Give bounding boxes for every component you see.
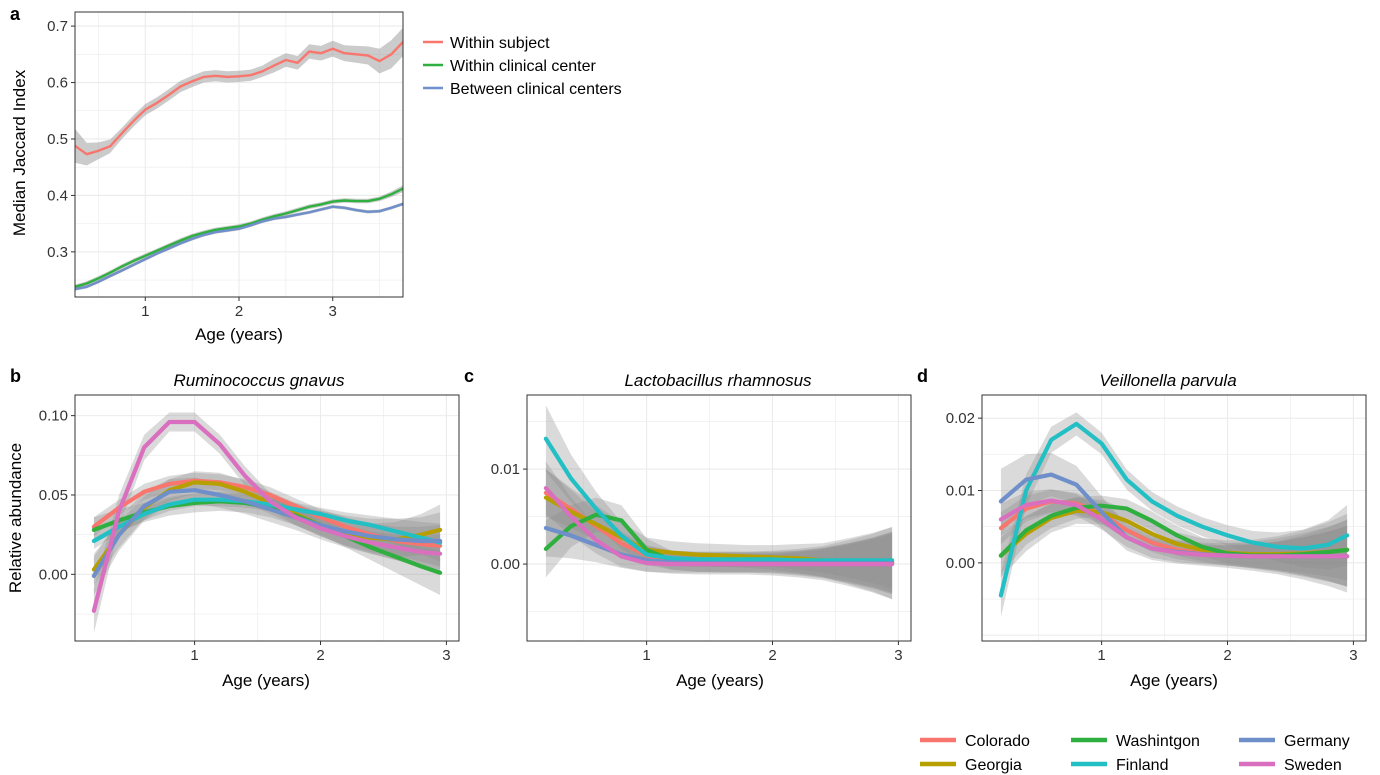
y-tick-label: 0.00 <box>39 566 68 583</box>
x-tick-label: 3 <box>894 647 902 664</box>
x-tick-label: 3 <box>442 647 450 664</box>
y-tick-label: 0.02 <box>946 410 975 427</box>
panel-a-marks <box>75 27 403 291</box>
region-legend-label: Finland <box>1116 757 1168 774</box>
panel-d-border <box>981 394 1367 642</box>
series-line-sweden <box>543 486 895 567</box>
panel-a-grid <box>75 12 403 297</box>
panel-b-marks <box>91 412 443 634</box>
panel-d-xlabel: Age (years) <box>1130 671 1218 690</box>
x-tick-label: 1 <box>190 647 198 664</box>
panel-b: b Ruminococcus gnavus 1 2 3 0.00 0.05 0.10 Ag… <box>6 366 460 690</box>
x-tick-label: 2 <box>768 647 776 664</box>
legend-entry-label: Within clinical center <box>450 58 597 75</box>
panel-d-grid <box>982 395 1366 641</box>
panel-d-label: d <box>917 366 928 386</box>
series-line-finland <box>543 436 895 563</box>
series-line-within-subject <box>75 40 403 156</box>
panel-b-xlabel: Age (years) <box>222 671 310 690</box>
legend-entry-label: Within subject <box>450 35 550 52</box>
panel-a-plot: 1 2 3 0.3 0.4 0.5 0.6 0.7 <box>47 11 404 320</box>
region-legend: Colorado Georgia Washintgon Finland Germany S… <box>920 733 1350 774</box>
legend-entry-label: Between clinical centers <box>450 81 622 98</box>
panel-b-plot: 1 2 3 0.00 0.05 0.10 <box>39 394 460 664</box>
y-tick-label: 0.00 <box>946 555 975 572</box>
panel-c-plot: 1 2 3 0.00 0.01 <box>491 394 912 664</box>
panel-b-label: b <box>10 366 21 386</box>
region-legend-label: Sweden <box>1284 757 1342 774</box>
x-tick-label: 2 <box>1223 647 1231 664</box>
series-line-finland <box>998 421 1350 598</box>
panel-c-border <box>526 394 912 642</box>
y-tick-label: 0.05 <box>39 487 68 504</box>
panel-b-border <box>74 394 460 642</box>
series-line-sweden <box>91 419 443 613</box>
ci-ribbon-colorado <box>93 472 441 567</box>
x-tick-label: 2 <box>235 303 243 320</box>
region-legend-label: Georgia <box>965 757 1022 774</box>
panel-b-title: Ruminococcus gnavus <box>173 371 345 390</box>
region-legend-label: Washintgon <box>1116 733 1200 750</box>
x-tick-label: 2 <box>316 647 324 664</box>
panel-d-plot: 1 2 3 0.00 0.01 0.02 <box>946 394 1367 664</box>
ci-ribbon-germany <box>545 499 893 600</box>
panel-c-xlabel: Age (years) <box>676 671 764 690</box>
series-line-within-clinical-center <box>75 187 403 288</box>
panel-a-xlabel: Age (years) <box>195 325 283 344</box>
y-tick-label: 0.7 <box>47 18 68 35</box>
y-tick-label: 0.10 <box>39 408 68 425</box>
x-tick-label: 1 <box>141 303 149 320</box>
series-line-germany <box>91 488 443 578</box>
ci-ribbon-colorado <box>1000 489 1348 587</box>
x-tick-label: 1 <box>1097 647 1105 664</box>
y-tick-label: 0.4 <box>47 187 68 204</box>
y-tick-label: 0.00 <box>491 556 520 573</box>
y-tick-label: 0.01 <box>491 461 520 478</box>
ci-ribbon-georgia <box>545 469 893 600</box>
series-line-between-clinical-centers <box>75 202 403 291</box>
x-tick-label: 3 <box>329 303 337 320</box>
panel-a-legend: Within subject Within clinical center Betw… <box>423 35 622 98</box>
panel-c-marks <box>543 405 895 600</box>
y-tick-label: 0.3 <box>47 244 68 261</box>
panel-c-title: Lactobacillus rhamnosus <box>624 371 812 390</box>
panel-d-title: Veillonella parvula <box>1099 371 1236 390</box>
panel-d: d Veillonella parvula 1 2 3 0.00 0.01 0.02 Ag… <box>917 366 1367 690</box>
y-tick-label: 0.6 <box>47 75 68 92</box>
panel-c-label: c <box>464 366 474 386</box>
panel-a-ylabel: Median Jaccard Index <box>10 69 29 236</box>
region-legend-label: Germany <box>1284 733 1350 750</box>
ci-ribbon-washintgon <box>545 497 893 593</box>
ci-ribbon-washintgon <box>1000 495 1348 581</box>
series-line-sweden <box>998 498 1350 559</box>
panel-b-ylabel: Relative abundance <box>6 443 25 593</box>
panel-d-marks <box>998 412 1350 618</box>
series-line-finland <box>91 497 443 545</box>
panel-a-label: a <box>10 4 21 24</box>
region-legend-label: Colorado <box>965 733 1030 750</box>
y-tick-label: 0.01 <box>946 483 975 500</box>
ci-ribbon-within-subject <box>75 27 403 166</box>
panel-c: c Lactobacillus rhamnosus 1 2 3 0.00 0.01 Ag… <box>464 366 912 690</box>
x-tick-label: 3 <box>1349 647 1357 664</box>
y-tick-label: 0.5 <box>47 131 68 148</box>
panel-a: a 1 2 3 0.3 0.4 0.5 0.6 0.7 Age (years) Median … <box>10 4 622 344</box>
x-tick-label: 1 <box>642 647 650 664</box>
